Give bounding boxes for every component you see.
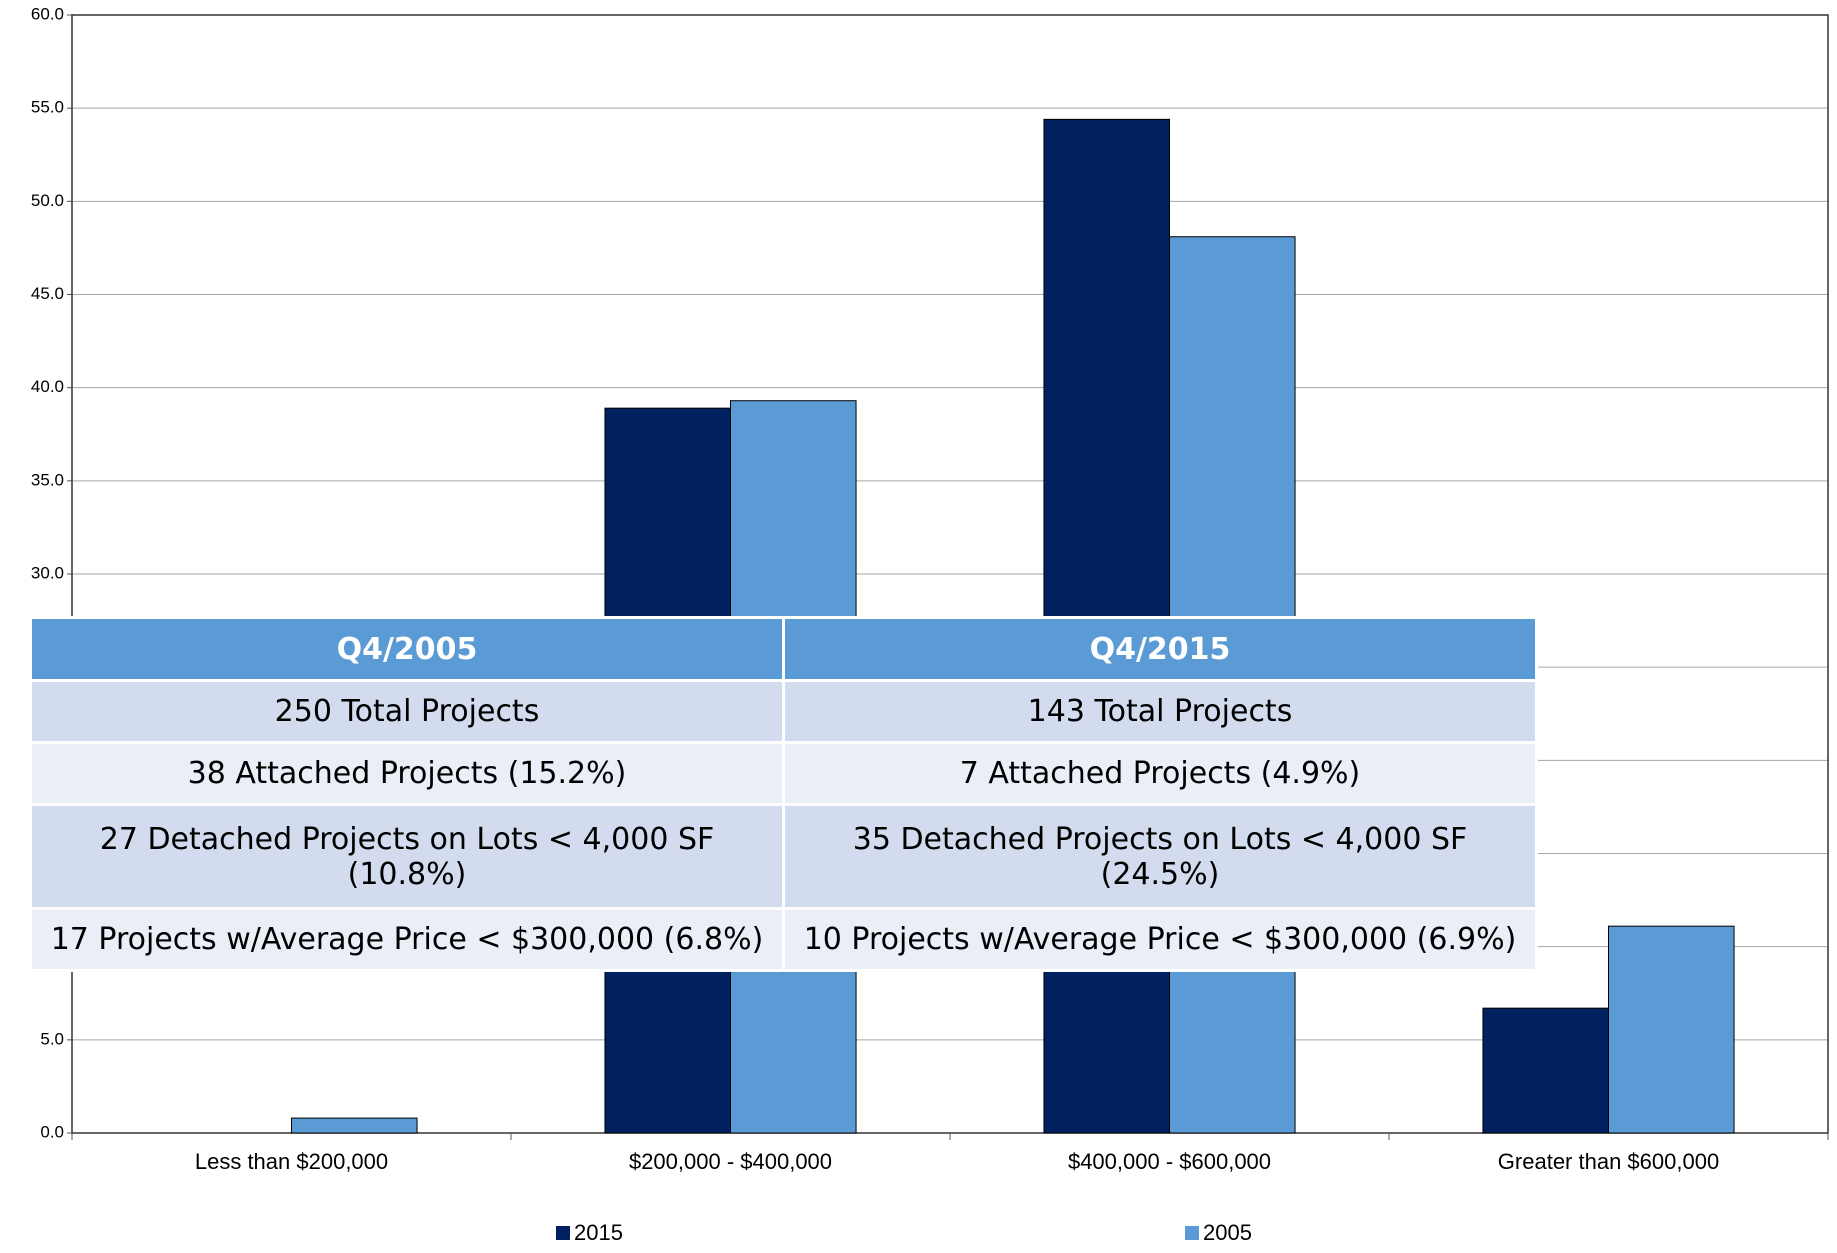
table-cell: 27 Detached Projects on Lots < 4,000 SF … [29,803,785,910]
y-tick-label: 60.0 [31,4,64,23]
y-tick-label: 50.0 [31,191,64,210]
table-cell: 143 Total Projects [782,679,1538,744]
legend-swatch [1185,1226,1199,1240]
y-tick-label: 5.0 [40,1029,64,1048]
bar [1608,925,1735,1134]
header-row: Q4/2005 Q4/2015 [29,616,1538,682]
summary-table: Q4/2005 Q4/2015 250 Total Projects 143 Tota… [29,616,1538,972]
table-cell: 7 Attached Projects (4.9%) [782,741,1538,806]
x-tick-label: Greater than $600,000 [1498,1149,1719,1174]
table-cell: 250 Total Projects [29,679,785,744]
table-cell: 10 Projects w/Average Price < $300,000 (… [782,907,1538,972]
x-tick-label: Less than $200,000 [195,1149,388,1174]
table-row: 17 Projects w/Average Price < $300,000 (… [29,907,1538,972]
y-tick-label: 40.0 [31,377,64,396]
table-cell: 35 Detached Projects on Lots < 4,000 SF … [782,803,1538,910]
table-row: 27 Detached Projects on Lots < 4,000 SF … [29,803,1538,910]
table-cell: 38 Attached Projects (15.2%) [29,741,785,806]
header-cell: Q4/2005 [29,616,785,682]
header-cell: Q4/2015 [782,616,1538,682]
table-cell: 17 Projects w/Average Price < $300,000 (… [29,907,785,972]
table-row: 38 Attached Projects (15.2%) 7 Attached P… [29,741,1538,806]
bar [291,1117,418,1134]
y-tick-label: 55.0 [31,98,64,117]
legend-swatch [556,1226,570,1240]
x-tick-label: $400,000 - $600,000 [1068,1149,1271,1174]
legend-label: 2005 [1203,1220,1252,1245]
y-tick-label: 35.0 [31,470,64,489]
y-tick-label: 45.0 [31,284,64,303]
x-tick-label: $200,000 - $400,000 [629,1149,832,1174]
y-tick-label: 30.0 [31,563,64,582]
table-row: 250 Total Projects 143 Total Projects [29,679,1538,744]
bar [1482,1007,1610,1134]
legend-label: 2015 [574,1220,623,1245]
y-tick-label: 0.0 [40,1122,64,1141]
